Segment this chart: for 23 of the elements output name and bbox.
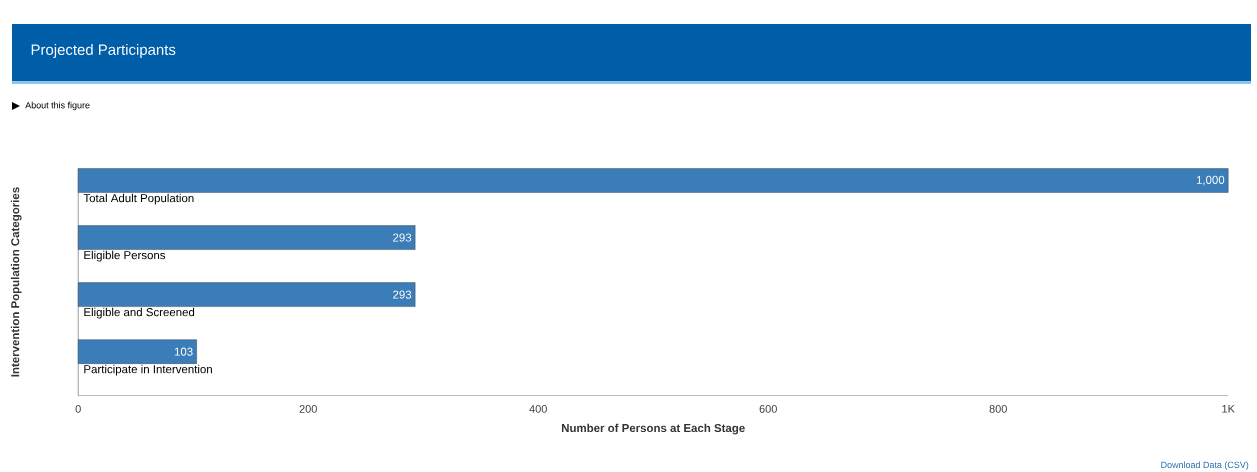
data-label: 293 [393, 233, 412, 242]
x-tick-label: 0 [75, 405, 81, 413]
chart-title: Projected Participants [31, 44, 176, 58]
y-tick-label: Eligible and Screened [84, 307, 195, 319]
text: About this figure [25, 101, 90, 111]
data-label: 293 [393, 290, 412, 299]
bar [78, 168, 1229, 193]
x-tick-label: 1K [1222, 405, 1235, 413]
y-tick-label: Eligible Persons [84, 250, 166, 262]
y-tick-label: Total Adult Population [83, 193, 194, 205]
y-tick-label: Participate in Intervention [84, 364, 212, 376]
data-label: 103 [174, 347, 193, 356]
x-tick-label: 600 [759, 405, 777, 413]
x-tick-label: 200 [299, 405, 317, 413]
x-tick-label: 800 [989, 405, 1007, 413]
bar [78, 339, 197, 364]
bar [78, 282, 416, 307]
x-tick-label: 400 [529, 405, 547, 413]
y-axis-title: Intervention Population Categories [10, 187, 22, 377]
text: Download Data (CSV) [1161, 461, 1249, 470]
bar [78, 225, 416, 250]
x-axis-title: Number of Persons at Each Stage [561, 423, 745, 435]
data-label: 1,000 [1196, 175, 1225, 186]
